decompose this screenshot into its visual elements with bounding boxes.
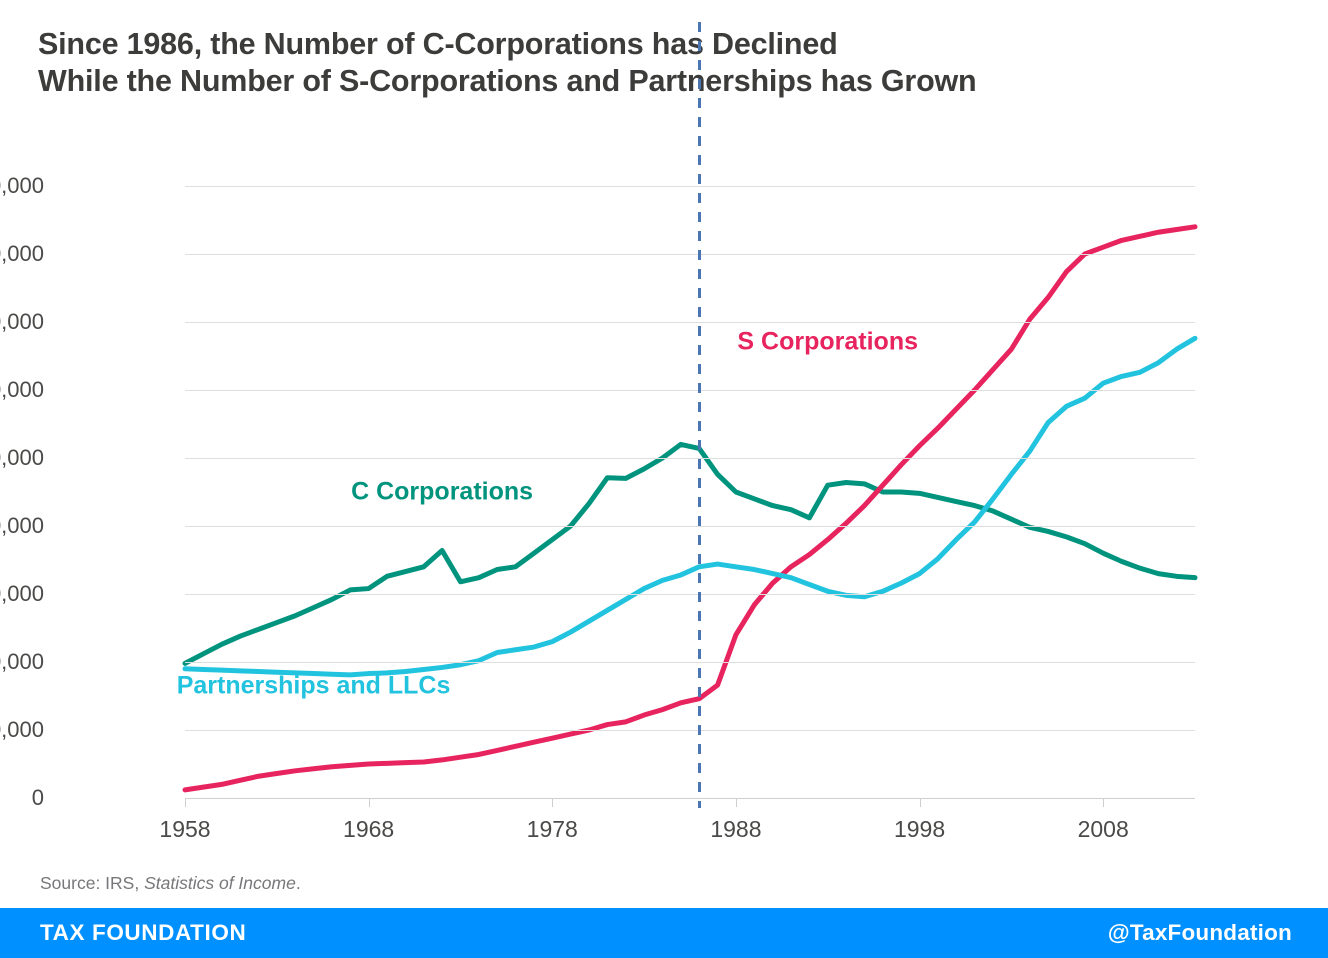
series-label-c-corporations: C Corporations [351,477,534,506]
title-line-2: While the Number of S-Corporations and P… [38,64,977,98]
x-axis-baseline [185,798,1195,799]
x-axis-tick-label: 1978 [526,816,578,842]
gridline [185,458,1195,459]
gridline [185,322,1195,323]
series-lines [182,224,1198,793]
footer-social-handle[interactable]: @TaxFoundation [1107,920,1292,945]
footer-bar: TAX FOUNDATION @TaxFoundation [0,908,1328,958]
series-line-partnerships-and-llcs [182,335,1198,678]
year-marker-line-1986 [698,22,702,808]
y-axis-tick-label: 4,000,000 [0,241,44,266]
source-publication: Statistics of Income [144,873,296,893]
gridline [185,594,1195,595]
gridline [185,662,1195,663]
plot-area: 0 500,000 1,000,000 1,500,000 2,000,000 2,500… [0,22,1198,841]
page-title: Since 1986, the Number of C-Corporations… [38,26,1288,100]
series-line-c-corporations [182,441,1198,666]
y-axis-tick-label: 3,000,000 [0,377,44,402]
source-suffix: . [295,873,301,893]
y-axis-tick-label: 500,000 [0,717,44,742]
x-axis-tick-label: 1958 [159,816,211,842]
x-axis-tick-mark [552,798,554,807]
x-axis-tick-label: 1968 [343,816,395,842]
source-prefix: Source: IRS, [40,873,145,893]
footer-brand-label: TAX FOUNDATION [40,920,247,945]
y-axis-tick-label: 2,500,000 [0,445,44,470]
line-chart: 0 500,000 1,000,000 1,500,000 2,000,000 2,500… [0,22,1198,841]
y-axis-tick-label: 1,000,000 [0,649,44,674]
title-line-1: Since 1986, the Number of C-Corporations… [38,27,838,61]
x-axis-tick-label: 1988 [710,816,762,842]
gridline [185,186,1195,187]
x-axis-tick-label: 1998 [893,816,946,842]
x-axis-tick-mark [368,798,370,807]
x-axis-tick-mark [1103,798,1105,807]
gridline [185,730,1195,731]
x-axis-tick-label: 2008 [1077,816,1129,842]
y-axis-tick-label: 3,500,000 [0,309,44,334]
gridline [185,390,1195,391]
y-axis-tick-label: 0 [31,785,44,810]
source-note: Source: IRS, Statistics of Income. [40,872,301,895]
y-axis-tick-label: 1,500,000 [0,581,44,606]
series-line-s-corporations [182,224,1198,793]
series-label-s-corporations: S Corporations [737,327,919,356]
series-label-partnerships-and-llcs: Partnerships and LLCs [176,671,451,700]
x-axis-tick-mark [185,798,186,807]
x-axis-tick-mark [919,798,921,807]
x-axis-tick-mark [735,798,737,807]
gridline [185,526,1195,527]
y-axis-tick-label: 4,500,000 [0,173,44,198]
gridline [185,254,1195,255]
y-axis-tick-label: 2,000,000 [0,513,44,538]
